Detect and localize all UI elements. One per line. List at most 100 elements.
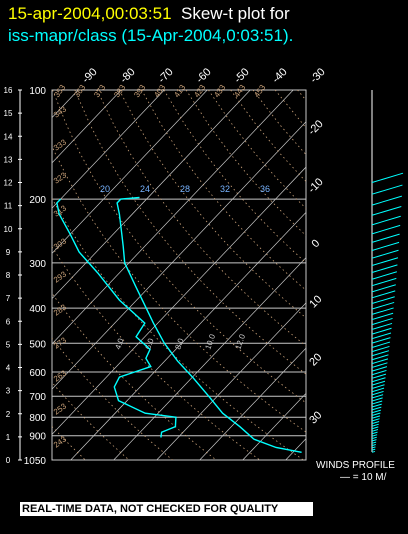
winds-profile-title: WINDS PROFILE bbox=[316, 460, 395, 471]
saturated-adiabat-label: 4.0 bbox=[113, 337, 125, 351]
isotherm-line bbox=[52, 90, 122, 164]
height-tick-label: 15 bbox=[4, 109, 13, 118]
wind-barb bbox=[371, 277, 397, 287]
dry-adiabat-label: 323 bbox=[52, 170, 69, 185]
wind-barb bbox=[371, 418, 380, 422]
dry-adiabat bbox=[297, 90, 306, 101]
temperature-tick-label: 30 bbox=[307, 409, 324, 426]
wind-barb bbox=[371, 322, 393, 330]
wind-barb bbox=[371, 301, 395, 310]
wind-barb bbox=[371, 373, 387, 379]
temperature-tick-label: -40 bbox=[270, 66, 290, 86]
quality-banner: REAL-TIME DATA, NOT CHECKED FOR QUALITY bbox=[20, 502, 313, 516]
dry-adiabat bbox=[208, 90, 306, 209]
wind-barb bbox=[371, 195, 403, 206]
wind-barb bbox=[371, 397, 383, 402]
pressure-tick-label: 300 bbox=[29, 259, 46, 270]
height-tick-label: 1 bbox=[6, 433, 11, 442]
dry-adiabat bbox=[52, 337, 173, 460]
pressure-tick-label: 100 bbox=[29, 86, 46, 97]
wind-barb bbox=[371, 341, 391, 348]
wind-barb bbox=[371, 307, 394, 315]
temperature-tick-label: -50 bbox=[232, 66, 252, 86]
isotherm-line bbox=[52, 166, 306, 435]
height-tick-label: 6 bbox=[6, 317, 11, 326]
wind-barb bbox=[371, 406, 382, 411]
chart-title: 15-apr-2004,00:03:51 Skew-t plot for bbox=[8, 4, 290, 24]
dry-adiabat-label: 403 bbox=[152, 83, 167, 100]
mixing-ratio-label: 36 bbox=[260, 184, 270, 194]
dry-adiabat bbox=[185, 90, 306, 237]
wind-barb bbox=[371, 400, 383, 405]
height-tick-label: 11 bbox=[4, 202, 13, 211]
dry-adiabat-label: 453 bbox=[252, 83, 267, 100]
wind-barb bbox=[371, 233, 400, 243]
wind-barb bbox=[371, 387, 385, 393]
temperature-tick-label: -30 bbox=[308, 66, 328, 86]
wind-barb bbox=[371, 312, 394, 321]
wind-barb bbox=[371, 444, 376, 447]
dewpoint-profile-line bbox=[56, 198, 177, 438]
wind-barb bbox=[371, 257, 399, 266]
temperature-tick-label: -90 bbox=[80, 66, 100, 86]
wind-barb bbox=[371, 446, 376, 449]
temperature-tick-label: 20 bbox=[307, 351, 324, 368]
winds-profile-scale: — = 10 M/ bbox=[340, 472, 387, 483]
wind-barb bbox=[371, 206, 402, 216]
pressure-tick-label: 400 bbox=[29, 304, 46, 315]
pressure-tick-label: 200 bbox=[29, 195, 46, 206]
saturated-adiabat-label: 12.0 bbox=[233, 332, 247, 350]
wind-barb bbox=[371, 284, 396, 293]
isotherm-line bbox=[52, 90, 165, 209]
isotherm-line bbox=[70, 211, 306, 460]
wind-barb bbox=[371, 296, 395, 305]
isotherm-line bbox=[52, 90, 208, 254]
mixing-ratio-label: 28 bbox=[180, 184, 190, 194]
wind-barb bbox=[371, 271, 398, 280]
wind-barb bbox=[371, 384, 385, 389]
wind-barb bbox=[371, 172, 404, 183]
dry-adiabat-label: 423 bbox=[192, 83, 207, 100]
mixing-ratio-label: 20 bbox=[100, 184, 110, 194]
isotherm-line bbox=[52, 121, 306, 390]
pressure-tick-label: 900 bbox=[29, 432, 46, 443]
height-tick-label: 10 bbox=[4, 225, 13, 234]
wind-barb bbox=[371, 362, 388, 368]
pressure-tick-label: 600 bbox=[29, 368, 46, 379]
isotherm-line bbox=[156, 302, 306, 460]
wind-barb bbox=[371, 366, 388, 372]
dry-adiabat bbox=[342, 90, 408, 460]
wind-barb bbox=[371, 350, 390, 357]
dry-adiabat-label: 253 bbox=[52, 401, 69, 416]
height-tick-label: 4 bbox=[6, 364, 11, 373]
wind-barb bbox=[371, 439, 377, 442]
chart-subtitle: iss-mapr/class (15-Apr-2004,0:03:51). bbox=[8, 26, 294, 45]
height-tick-label: 12 bbox=[4, 179, 13, 188]
wind-barb bbox=[371, 441, 377, 444]
temperature-tick-label: -20 bbox=[306, 118, 326, 138]
wind-barb bbox=[371, 436, 377, 440]
mixing-ratio-label: 24 bbox=[140, 184, 150, 194]
wind-barb bbox=[371, 354, 389, 361]
height-tick-label: 9 bbox=[6, 248, 11, 257]
plot-frame bbox=[51, 89, 307, 461]
dry-adiabat-label: 243 bbox=[52, 434, 69, 449]
height-tick-label: 7 bbox=[6, 294, 11, 303]
height-tick-label: 2 bbox=[6, 410, 11, 419]
dry-adiabat bbox=[320, 90, 408, 460]
wind-barb bbox=[371, 249, 399, 259]
wind-barb bbox=[371, 420, 380, 425]
wind-barb bbox=[371, 450, 376, 453]
wind-barb bbox=[371, 241, 400, 251]
dry-adiabat-label: 373 bbox=[92, 83, 107, 100]
isotherm-line bbox=[199, 347, 306, 460]
height-tick-label: 16 bbox=[4, 86, 13, 95]
wind-barb bbox=[371, 434, 378, 437]
dry-adiabat bbox=[52, 425, 86, 460]
wind-barb bbox=[371, 403, 382, 408]
temperature-profile-line bbox=[116, 196, 302, 453]
temperature-tick-label: 0 bbox=[309, 237, 322, 250]
dry-adiabat-label: 433 bbox=[212, 83, 227, 100]
isotherm-line bbox=[242, 392, 306, 460]
